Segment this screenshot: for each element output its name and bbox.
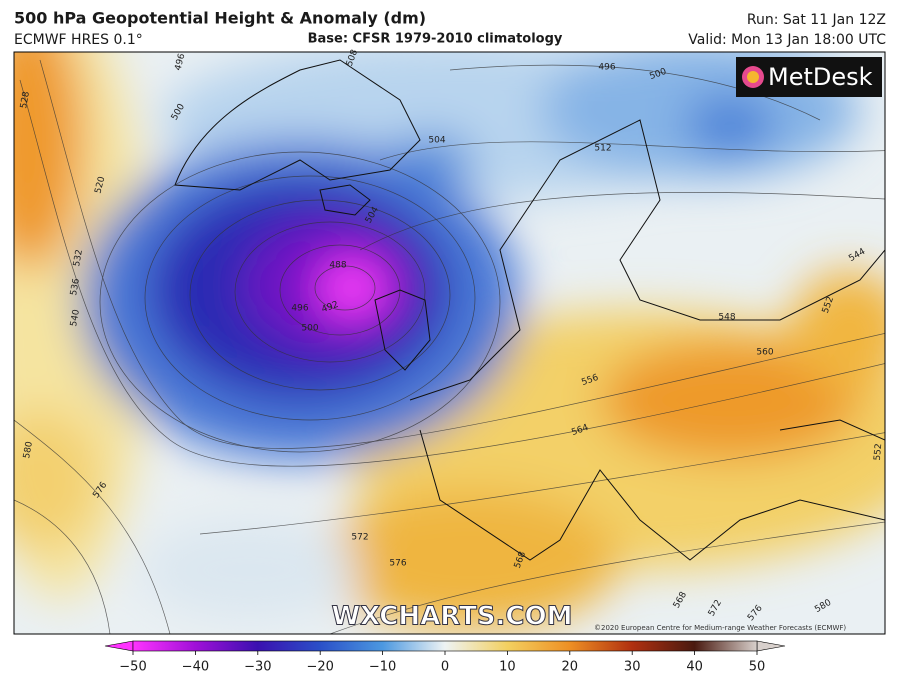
watermark: WXCHARTS.COM xyxy=(331,602,572,632)
colorbar-bar xyxy=(132,640,758,652)
contour-label: 572 xyxy=(351,533,368,543)
colorbar-tick-label: 30 xyxy=(624,660,641,675)
colorbar-tick-label: 40 xyxy=(686,660,703,675)
colorbar-tick-label: −30 xyxy=(244,660,271,675)
contour-label: 496 xyxy=(173,52,187,71)
contour-label: 580 xyxy=(22,440,35,459)
contour-label: 520 xyxy=(93,175,107,194)
contour-label: 532 xyxy=(72,249,85,268)
climatology-base: Base: CFSR 1979-2010 climatology xyxy=(308,32,563,47)
contour-label: 552 xyxy=(873,443,884,461)
logo-text: MetDesk xyxy=(768,63,873,91)
colorbar-high-end xyxy=(756,640,786,652)
colorbar-tick-label: 50 xyxy=(749,660,766,675)
colorbar-tick-label: −20 xyxy=(306,660,333,675)
contour-label: 560 xyxy=(756,348,773,358)
contour-label: 512 xyxy=(594,144,611,154)
contour-label: 496 xyxy=(291,304,308,314)
contour-label: 504 xyxy=(428,136,445,146)
colorbar-tick-label: 0 xyxy=(441,660,449,675)
colorbar: −50 −40 −30 −20 −10 0 10 20 30 40 50 xyxy=(104,640,786,675)
map: MetDesk WXCHARTS.COM ©2020 European Cent… xyxy=(14,52,885,634)
contour-label: 488 xyxy=(329,261,346,271)
contour-label: 576 xyxy=(389,559,406,569)
run-time: Run: Sat 11 Jan 12Z xyxy=(747,12,886,28)
contours xyxy=(14,59,885,634)
colorbar-tick-label: 10 xyxy=(499,660,516,675)
coastlines xyxy=(174,59,885,561)
contour-label: 528 xyxy=(19,90,32,109)
copyright: ©2020 European Centre for Medium-range W… xyxy=(594,624,846,632)
colorbar-tick-label: −10 xyxy=(369,660,396,675)
contour-label: 540 xyxy=(69,308,82,327)
map-frame xyxy=(13,51,886,635)
colorbar-low-end xyxy=(104,640,134,652)
contour-label: 496 xyxy=(598,63,615,73)
contour-label: 536 xyxy=(69,277,82,296)
model: ECMWF HRES 0.1° xyxy=(14,32,143,48)
contour-label: 548 xyxy=(718,313,735,323)
valid-time: Valid: Mon 13 Jan 18:00 UTC xyxy=(688,32,886,48)
contour-label: 500 xyxy=(301,324,318,334)
colorbar-tick-label: −40 xyxy=(182,660,209,675)
title: 500 hPa Geopotential Height & Anomaly (d… xyxy=(14,9,426,28)
colorbar-tick-label: 20 xyxy=(562,660,579,675)
colorbar-tick-label: −50 xyxy=(119,660,146,675)
